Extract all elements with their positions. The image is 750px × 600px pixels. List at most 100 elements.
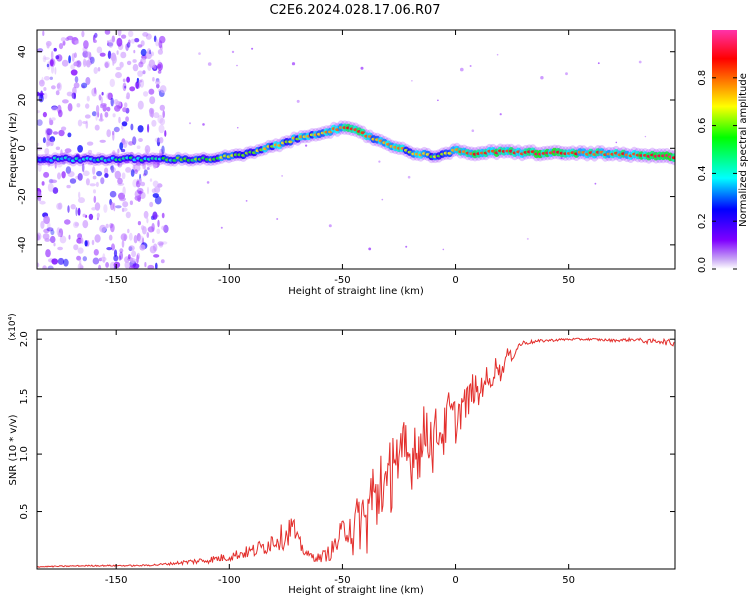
noise-blob [149, 96, 156, 105]
noise-speck [597, 62, 600, 65]
noise-blob [149, 178, 153, 182]
noise-blob [55, 55, 60, 60]
noise-blob [155, 39, 159, 47]
snr-y-ticks: 0.5 1.0 1.5 2.0 [19, 331, 675, 520]
noise-blob [49, 235, 56, 244]
noise-blob [111, 243, 115, 251]
noise-blob [148, 88, 155, 95]
noise-blob [82, 121, 88, 124]
noise-blob [128, 141, 134, 146]
noise-speck [540, 76, 544, 80]
noise-blob [43, 76, 50, 81]
noise-blob [39, 200, 46, 205]
noise-blob [101, 103, 107, 107]
noise-blob [80, 237, 84, 244]
noise-blob [117, 30, 122, 37]
ridge-center [288, 140, 293, 144]
noise-blob [108, 234, 113, 241]
noise-blob [82, 256, 88, 262]
noise-blob [119, 251, 123, 260]
noise-blob [106, 129, 111, 138]
noise-blob [150, 51, 155, 57]
noise-blob [113, 261, 121, 269]
noise-blob [65, 166, 72, 174]
noise-blob [142, 32, 149, 37]
noise-blob [78, 191, 81, 199]
colorbar-label: Normalized spectral amplitude [738, 73, 749, 227]
noise-blob [116, 128, 119, 132]
noise-blob [161, 145, 165, 155]
noise-speck [560, 157, 563, 160]
noise-blob [146, 167, 150, 170]
noise-blob [107, 40, 109, 47]
noise-blob [98, 264, 102, 269]
noise-blob [127, 254, 131, 260]
noise-blob [128, 245, 135, 251]
noise-speck [296, 99, 300, 103]
noise-blob [42, 30, 45, 36]
noise-blob [61, 126, 67, 131]
noise-blob [69, 178, 77, 184]
noise-speck [360, 66, 364, 70]
noise-blob [138, 235, 145, 244]
colorbar-tick-label: 0.0 [697, 257, 708, 273]
noise-blob [117, 148, 120, 154]
noise-blob [70, 204, 76, 210]
noise-blob [37, 163, 42, 172]
noise-blob [98, 94, 102, 101]
noise-blob [73, 244, 79, 251]
noise-blob [77, 207, 81, 216]
noise-blob [156, 228, 161, 234]
noise-blob [134, 38, 140, 43]
noise-blob [144, 145, 151, 154]
noise-blob [67, 205, 70, 213]
noise-blob [51, 85, 56, 90]
noise-blob [47, 182, 54, 192]
noise-blob [124, 102, 128, 108]
noise-blob [54, 161, 57, 169]
noise-blob [86, 59, 91, 68]
noise-blob [71, 53, 75, 62]
noise-blob [76, 255, 82, 261]
noise-blob [116, 37, 123, 47]
noise-speck [236, 64, 238, 67]
noise-blob [64, 219, 71, 225]
noise-blob [133, 164, 141, 172]
noise-blob [49, 58, 56, 67]
noise-blob [74, 76, 79, 83]
noise-speck [442, 248, 445, 251]
noise-blob [75, 207, 78, 217]
noise-blob [50, 59, 54, 67]
y-tick-label: -20 [17, 188, 28, 204]
noise-blob [109, 190, 117, 198]
noise-blob [51, 117, 56, 121]
noise-blob [139, 178, 142, 184]
noise-blob [87, 149, 93, 154]
noise-blob [79, 257, 82, 266]
noise-blob [54, 67, 57, 75]
snr-series-line [37, 336, 675, 568]
noise-blob [84, 240, 88, 247]
noise-blob [43, 92, 48, 100]
noise-blob [142, 70, 146, 75]
noise-blob [92, 166, 96, 175]
x-tick-label: -100 [218, 575, 241, 586]
noise-blob [85, 120, 89, 129]
noise-blob [128, 30, 134, 37]
y-tick-label: 20 [17, 94, 28, 107]
noise-blob [128, 232, 133, 241]
noise-blob [139, 244, 146, 251]
noise-blob [121, 121, 128, 127]
noise-blob [64, 148, 72, 153]
x-tick-label: -50 [334, 275, 350, 286]
colorbar-tick-label: 0.2 [697, 213, 708, 229]
noise-speck [245, 200, 248, 202]
noise-blob [42, 265, 47, 269]
noise-blob [110, 201, 115, 211]
noise-blob [42, 55, 47, 63]
noise-blob [104, 167, 109, 175]
y-tick-label: -40 [17, 237, 28, 253]
noise-speck [381, 198, 384, 201]
snr-y-axis-label: SNR (10 * v/v) [8, 414, 19, 485]
